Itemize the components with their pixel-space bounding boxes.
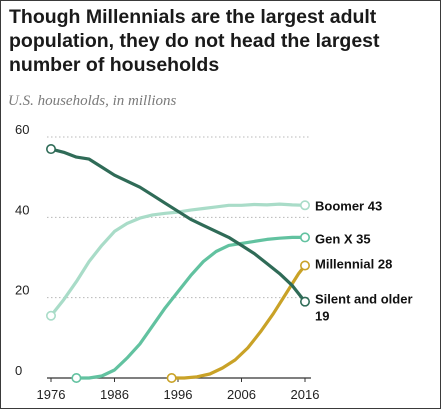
silent-and-older-label: Silent and older — [315, 292, 413, 307]
boomer-start-marker — [45, 310, 56, 321]
chart-title-line-1: Though Millennials are the largest adult — [9, 6, 377, 28]
silent-and-older-start-marker — [45, 144, 56, 155]
chart-subtitle: U.S. households, in millions — [8, 93, 177, 109]
boomer-end-marker — [299, 200, 310, 211]
x-tick-label: 1996 — [164, 387, 193, 402]
y-tick-label: 0 — [15, 363, 22, 378]
x-tick-label: 1986 — [100, 387, 129, 402]
x-tick-label: 1976 — [37, 387, 66, 402]
millennial-start-marker — [166, 372, 177, 383]
gen-x-start-marker — [71, 372, 82, 383]
boomer-label: Boomer 43 — [315, 198, 382, 213]
millennial-line — [170, 263, 307, 380]
chart-title-line-2: population, they do not head the largest — [9, 30, 380, 52]
gen-x-label: Gen X 35 — [315, 231, 371, 246]
chart-title-line-3: number of households — [9, 54, 220, 76]
y-tick-label: 20 — [15, 283, 29, 298]
millennial-end-marker — [299, 260, 310, 271]
y-tick-label: 40 — [15, 202, 29, 217]
x-tick-label: 2006 — [227, 387, 256, 402]
millennial-label: Millennial 28 — [315, 257, 392, 272]
chart-title: Though Millennials are the largest adult… — [9, 5, 434, 77]
silent-and-older-end-marker — [299, 296, 310, 307]
x-tick-label: 2016 — [291, 387, 320, 402]
gen-x-end-marker — [299, 232, 310, 243]
gen-x-line — [74, 235, 307, 380]
y-tick-label: 60 — [15, 122, 29, 137]
silent-and-older-label: 19 — [315, 309, 329, 324]
boomer-line — [49, 202, 307, 318]
silent-and-older-line — [49, 147, 307, 304]
